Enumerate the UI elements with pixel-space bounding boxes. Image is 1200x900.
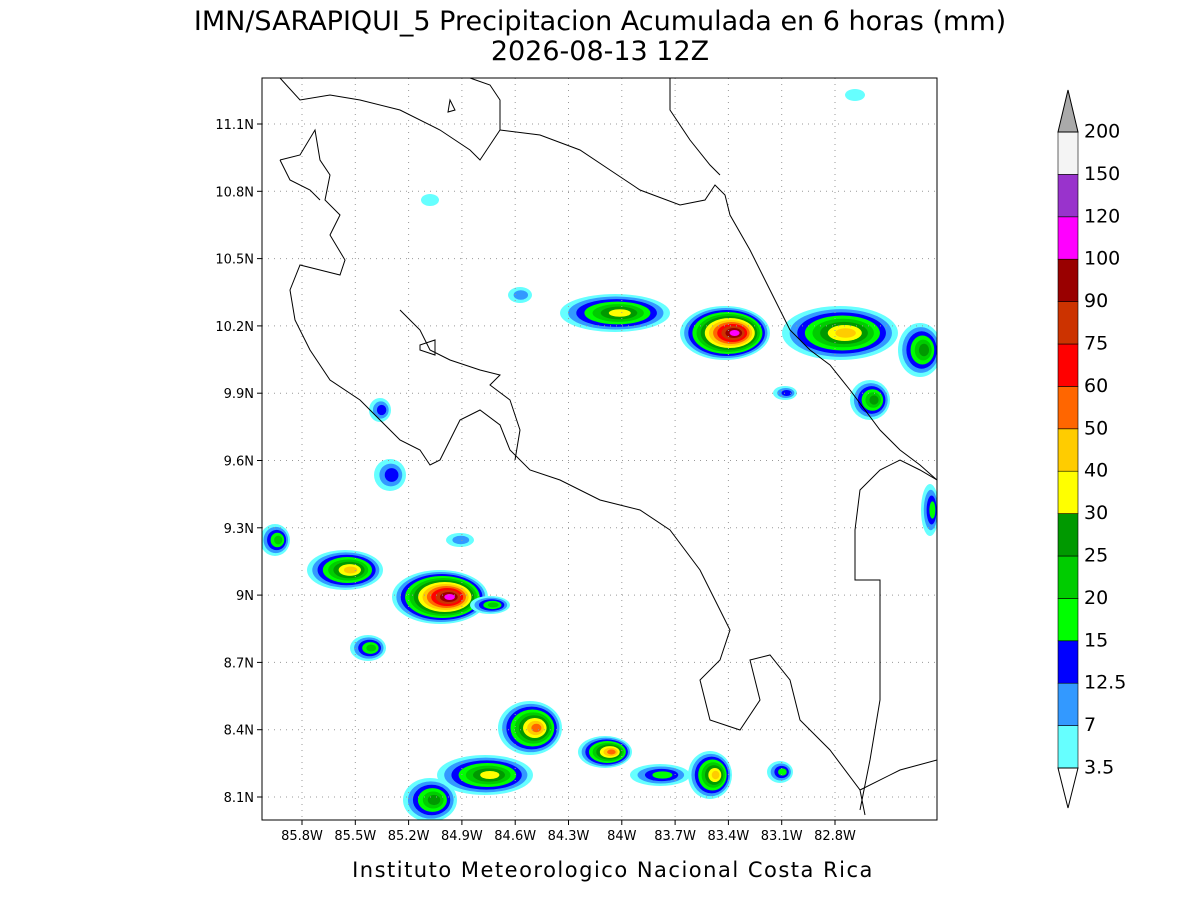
lat-label: 10.2N bbox=[215, 320, 254, 335]
rain-contour bbox=[444, 594, 455, 600]
rain-contour bbox=[652, 771, 673, 779]
colorbar-label: 40 bbox=[1084, 460, 1108, 482]
colorbar-label: 7 bbox=[1084, 714, 1096, 736]
rain-contour bbox=[608, 309, 631, 317]
precipitation-field bbox=[262, 89, 937, 820]
colorbar-box bbox=[1057, 131, 1079, 175]
colorbar-label: 30 bbox=[1084, 502, 1108, 524]
colorbar-label: 25 bbox=[1084, 545, 1108, 567]
rain-contour bbox=[607, 749, 616, 755]
grid: 85.8W 85.5W 85.2W 84.9W 84.6W 84.3W 84W 83.7W 83… bbox=[215, 78, 937, 844]
colorbar-box bbox=[1057, 513, 1079, 557]
colorbar-box bbox=[1057, 470, 1079, 514]
colorbar-label: 60 bbox=[1084, 375, 1108, 397]
rain-contour bbox=[427, 794, 441, 806]
colorbar-box bbox=[1057, 555, 1079, 599]
rain-contour bbox=[452, 535, 470, 545]
colorbar-box bbox=[1057, 343, 1079, 387]
colorbar: 3.5 7 12.5 15 20 25 30 40 50 60 75 90 100 120 150 200 bbox=[1057, 89, 1126, 809]
lon-label: 84.9W bbox=[441, 829, 483, 844]
lon-label: 84.6W bbox=[494, 829, 536, 844]
rain-contour bbox=[531, 723, 542, 733]
lon-label: 84W bbox=[607, 829, 637, 844]
rain-contour bbox=[918, 343, 930, 357]
colorbar-label: 50 bbox=[1084, 417, 1108, 439]
colorbar-label: 3.5 bbox=[1084, 757, 1114, 779]
colorbar-label: 12.5 bbox=[1084, 672, 1126, 694]
colorbar-label: 90 bbox=[1084, 290, 1108, 312]
colorbar-box bbox=[1057, 682, 1079, 726]
lat-label: 10.8N bbox=[215, 185, 254, 200]
colorbar-label: 150 bbox=[1084, 163, 1120, 185]
rain-contour bbox=[929, 501, 936, 519]
rain-contour bbox=[711, 770, 720, 780]
rain-contour bbox=[366, 644, 377, 652]
lon-label: 85.8W bbox=[281, 829, 323, 844]
lon-label: 84.3W bbox=[548, 829, 590, 844]
colorbar-label: 75 bbox=[1084, 333, 1108, 355]
title: IMN/SARAPIQUI_5 Precipitacion Acumulada … bbox=[194, 6, 1006, 37]
rain-contour bbox=[343, 566, 358, 574]
colorbar-label: 100 bbox=[1084, 248, 1120, 270]
rain-contour bbox=[487, 602, 499, 608]
map-frame bbox=[261, 77, 938, 821]
colorbar-box bbox=[1057, 725, 1079, 769]
footer: Instituto Meteorologico Nacional Costa R… bbox=[352, 858, 874, 882]
colorbar-box bbox=[1057, 386, 1079, 430]
lon-label: 82.8W bbox=[814, 829, 856, 844]
colorbar-label: 20 bbox=[1084, 587, 1108, 609]
rain-contour bbox=[869, 395, 879, 405]
rain-contour bbox=[384, 468, 399, 482]
lon-label: 83.7W bbox=[654, 829, 696, 844]
lat-label: 9N bbox=[236, 589, 254, 604]
colorbar-label: 200 bbox=[1084, 121, 1120, 143]
lat-label: 9.9N bbox=[224, 387, 254, 402]
colorbar-box bbox=[1057, 598, 1079, 642]
rain-contour bbox=[778, 768, 787, 776]
rain-contour bbox=[835, 328, 856, 338]
rain-contour bbox=[421, 194, 439, 206]
subtitle: 2026-08-13 12Z bbox=[491, 36, 709, 67]
rain-contour bbox=[513, 290, 528, 300]
colorbar-box bbox=[1057, 428, 1079, 472]
lat-label: 8.4N bbox=[224, 724, 254, 739]
rain-contour bbox=[781, 390, 792, 396]
lat-label: 10.5N bbox=[215, 253, 254, 268]
lat-label: 8.1N bbox=[224, 791, 254, 806]
colorbar-over bbox=[1057, 89, 1079, 133]
lat-label: 11.1N bbox=[215, 118, 254, 133]
rain-contour bbox=[480, 771, 500, 779]
lat-label: 8.7N bbox=[224, 656, 254, 671]
lon-label: 85.5W bbox=[334, 829, 376, 844]
lon-label: 83.4W bbox=[707, 829, 749, 844]
lat-label: 9.6N bbox=[224, 455, 254, 470]
colorbar-box bbox=[1057, 216, 1079, 260]
colorbar-under bbox=[1057, 767, 1079, 809]
colorbar-box bbox=[1057, 174, 1079, 218]
lon-label: 83.1W bbox=[761, 829, 803, 844]
colorbar-label: 120 bbox=[1084, 205, 1120, 227]
colorbar-box bbox=[1057, 258, 1079, 302]
rain-contour bbox=[274, 535, 283, 545]
colorbar-label: 15 bbox=[1084, 629, 1108, 651]
colorbar-box bbox=[1057, 301, 1079, 345]
rain-contour bbox=[729, 330, 740, 336]
colorbar-box bbox=[1057, 640, 1079, 684]
rain-contour bbox=[376, 404, 387, 416]
rain-contour bbox=[845, 89, 865, 101]
lon-label: 85.2W bbox=[388, 829, 430, 844]
lat-label: 9.3N bbox=[224, 522, 254, 537]
coastline bbox=[279, 78, 937, 816]
